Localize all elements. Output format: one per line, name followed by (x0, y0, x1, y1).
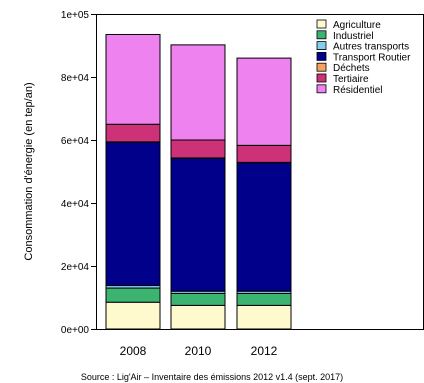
legend-label: Transport Routier (333, 52, 411, 63)
x-category-label: 2008 (120, 344, 147, 358)
bar-segment-2010-transport-routier (170, 157, 226, 292)
bar-segment-2008-transport-routier (105, 141, 161, 287)
bar-segment-2008-tertiaire (105, 123, 161, 143)
bar-segment-2012-agriculture (236, 304, 292, 330)
y-axis-title: Consommation d'énergie (en tep/an) (23, 82, 35, 260)
legend-label: Résidentiel (333, 85, 382, 96)
legend-swatch (316, 41, 327, 50)
source-caption: Source : Lig'Air – Inventaire des émissi… (81, 372, 343, 382)
legend-swatch (316, 73, 327, 83)
bar-segment-2008-agriculture (105, 301, 161, 330)
x-category-label: 2010 (185, 344, 212, 358)
bars-layer (105, 33, 292, 330)
bar-segment-2008-industriel (105, 287, 161, 303)
bar-segment-2010-industriel (170, 292, 226, 306)
y-tick-label: 1e+05 (61, 10, 90, 21)
bar-segment-2010-agriculture (170, 304, 226, 330)
legend-label: Industriel (333, 31, 374, 42)
bar-segment-2012-tertiaire (236, 144, 292, 163)
bar-segment-2012-r-sidentiel (236, 57, 292, 146)
legend-swatch (316, 30, 327, 40)
legend-swatch (316, 62, 327, 72)
legend-swatch (316, 52, 327, 61)
legend-label: Autres transports (333, 42, 409, 53)
bar-segment-2010-tertiaire (170, 139, 226, 159)
y-tick-label: 8e+04 (61, 73, 90, 84)
legend-label: Agriculture (333, 20, 381, 31)
x-category-label: 2012 (251, 344, 278, 358)
legend-swatch (316, 84, 327, 94)
bar-segment-2010-r-sidentiel (170, 44, 226, 141)
legend-swatch (316, 19, 327, 29)
legend-label: Déchets (333, 63, 370, 74)
y-axis: 0e+00 2e+04 4e+04 6e+04 8e+04 1e+05 (61, 10, 96, 336)
bar-segment-2012-industriel (236, 292, 292, 306)
legend-label: Tertiaire (333, 74, 369, 85)
y-tick-label: 6e+04 (61, 136, 90, 147)
y-tick-label: 4e+04 (61, 199, 90, 210)
y-tick-label: 0e+00 (61, 325, 90, 336)
bar-segment-2008-r-sidentiel (105, 33, 161, 125)
x-axis: 2008 2010 2012 (120, 344, 278, 358)
bar-segment-2012-transport-routier (236, 162, 292, 292)
y-tick-label: 2e+04 (61, 262, 90, 273)
